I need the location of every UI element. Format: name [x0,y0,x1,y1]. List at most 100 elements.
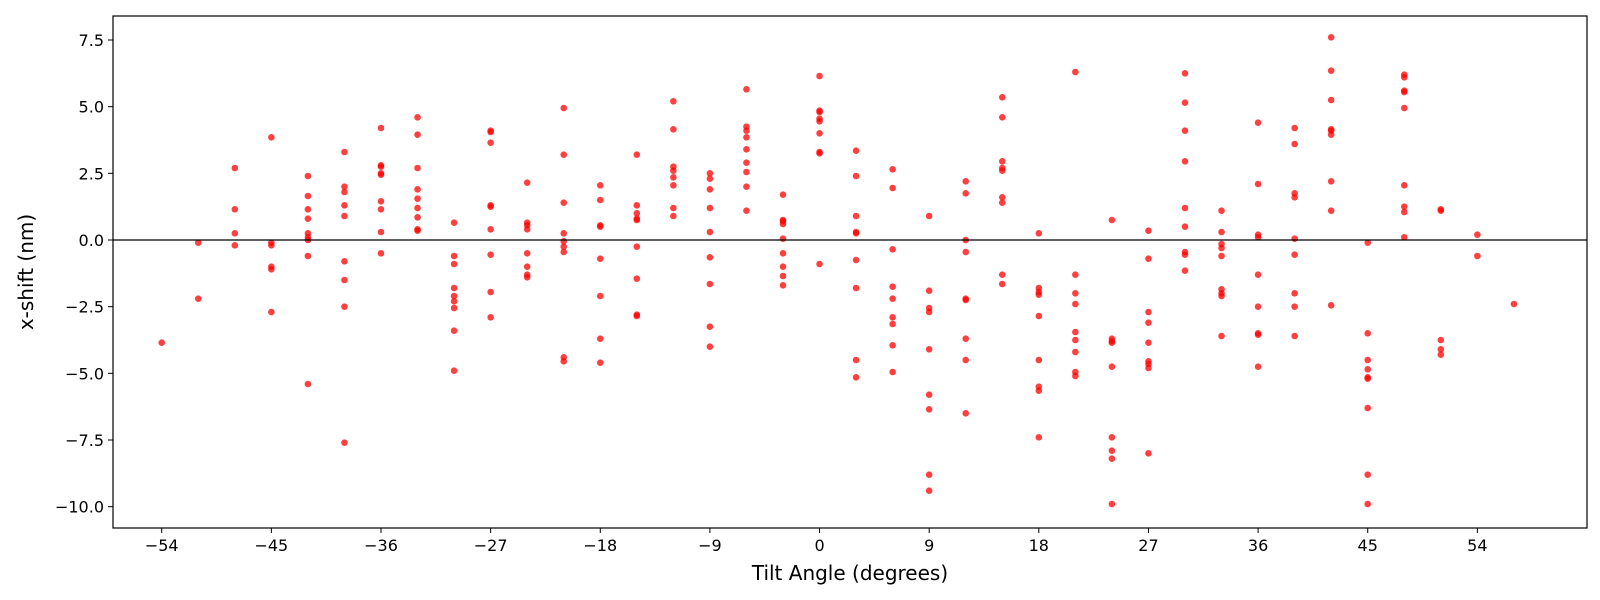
data-point [523,226,531,233]
data-point [1254,180,1262,188]
data-point [1364,375,1372,382]
data-point [1145,339,1152,346]
data-point [450,327,458,334]
data-point [231,230,239,237]
plot-area-frame [112,15,1588,529]
data-point [1327,96,1335,104]
data-point [889,246,896,253]
data-point [925,346,933,353]
data-point [1072,300,1079,308]
data-point [1400,182,1408,189]
data-point [779,282,787,289]
data-point [1072,68,1079,76]
data-point [633,275,641,282]
data-point [1327,131,1335,138]
data-point [1181,70,1189,77]
data-point [450,304,458,312]
data-point [194,239,202,246]
data-point [596,223,604,230]
data-point [1218,207,1225,214]
data-point [1254,363,1262,370]
y-tick-label: −10.0 [55,498,104,517]
data-point [158,339,166,346]
data-point [670,174,677,181]
data-point [1145,255,1152,262]
data-point [560,151,568,158]
data-point [304,172,312,180]
data-point [414,195,421,202]
data-point [487,226,494,233]
data-point [1364,330,1372,337]
y-tick-label: −7.5 [65,431,104,450]
data-point [560,248,568,256]
data-point [779,191,787,198]
data-point [633,210,641,217]
data-point [1400,88,1408,96]
data-point [1181,251,1189,258]
data-point [1474,231,1481,238]
data-point [998,158,1006,165]
data-point [1364,239,1372,246]
data-point [1400,74,1408,81]
data-point [925,391,933,398]
data-point [889,368,896,376]
data-point [1291,124,1298,132]
data-point [706,204,714,212]
data-point [633,312,641,320]
data-point [706,343,714,350]
data-point [450,292,458,300]
data-point [998,194,1006,201]
data-point [852,256,860,264]
data-point [1181,99,1189,106]
data-point [560,104,568,112]
data-point [706,228,714,236]
data-point [523,263,531,270]
data-point [1145,364,1152,372]
data-point [1035,356,1043,364]
data-point [1181,223,1189,230]
data-point [962,335,970,342]
data-point [304,192,312,200]
data-point [889,283,896,290]
data-point [925,487,933,494]
data-point [487,314,494,321]
data-point [1400,208,1408,216]
data-point [670,182,677,189]
data-point [816,72,823,80]
data-point [1035,230,1043,237]
data-point [816,150,823,157]
x-tick-label: −27 [474,536,508,555]
data-point [341,276,348,284]
data-point [304,215,312,222]
data-point [341,148,348,156]
data-point [779,220,787,228]
x-axis-label: Tilt Angle (degrees) [751,561,948,585]
data-point [487,139,494,146]
data-point [341,202,348,209]
data-point [377,228,385,236]
data-point [231,242,239,249]
data-point [1108,434,1116,441]
data-point [1108,339,1116,346]
data-point [1181,158,1189,165]
x-tick-label: −45 [254,536,288,555]
data-point [1072,290,1079,297]
data-point [341,188,348,196]
data-point [1327,67,1335,74]
data-point [1291,303,1298,310]
data-point [414,227,421,234]
data-point [1291,235,1298,242]
y-tick-label: 0.0 [79,231,104,250]
data-point [670,98,677,105]
data-point [487,251,494,258]
data-point [1400,203,1408,210]
data-point [377,124,385,132]
data-point [596,196,604,204]
data-point [998,280,1006,288]
data-point [560,199,568,206]
data-point [743,127,750,134]
data-point [341,258,348,265]
data-point [560,358,568,365]
data-point [523,250,531,257]
